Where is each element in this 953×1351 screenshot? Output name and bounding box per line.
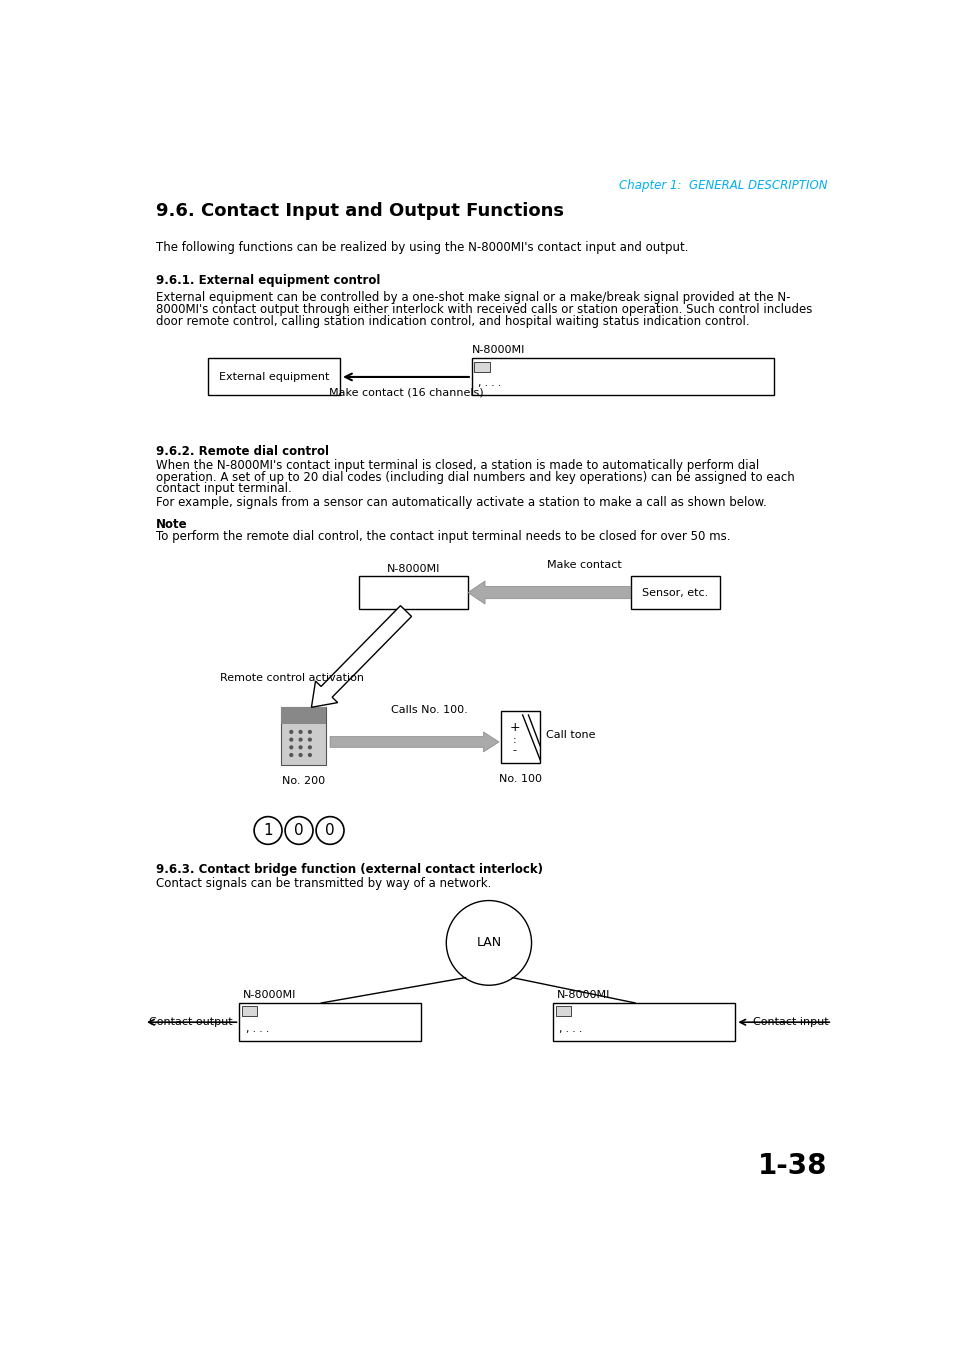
Circle shape (315, 816, 344, 844)
Text: No. 200: No. 200 (282, 775, 325, 786)
Text: Note: Note (155, 517, 187, 531)
Text: 9.6.3. Contact bridge function (external contact interlock): 9.6.3. Contact bridge function (external… (155, 863, 542, 875)
Circle shape (290, 731, 293, 734)
Text: 1-38: 1-38 (758, 1152, 827, 1179)
Text: Contact signals can be transmitted by way of a network.: Contact signals can be transmitted by wa… (155, 877, 491, 890)
Text: Make contact: Make contact (546, 561, 621, 570)
Text: N-8000MI: N-8000MI (557, 990, 610, 1000)
Circle shape (285, 816, 313, 844)
FancyBboxPatch shape (472, 358, 773, 396)
Text: Sensor, etc.: Sensor, etc. (641, 588, 708, 597)
Circle shape (308, 731, 311, 734)
Circle shape (446, 901, 531, 985)
Text: 8000MI's contact output through either interlock with received calls or station : 8000MI's contact output through either i… (155, 303, 811, 316)
Text: contact input terminal.: contact input terminal. (155, 482, 291, 496)
Text: N-8000MI: N-8000MI (472, 346, 525, 355)
Text: 0: 0 (294, 823, 304, 838)
Text: Calls No. 100.: Calls No. 100. (391, 705, 467, 715)
Polygon shape (468, 581, 630, 604)
Text: Call tone: Call tone (546, 730, 596, 740)
Circle shape (290, 754, 293, 757)
FancyBboxPatch shape (553, 1002, 735, 1042)
Polygon shape (330, 732, 498, 753)
Text: Remote control activation: Remote control activation (220, 673, 364, 682)
FancyBboxPatch shape (281, 708, 326, 724)
FancyBboxPatch shape (555, 1006, 571, 1016)
FancyBboxPatch shape (474, 362, 489, 372)
Text: External equipment can be controlled by a one-shot make signal or a make/break s: External equipment can be controlled by … (155, 292, 789, 304)
Circle shape (308, 746, 311, 748)
FancyBboxPatch shape (281, 708, 326, 765)
Circle shape (299, 746, 302, 748)
Text: operation. A set of up to 20 dial codes (including dial numbers and key operatio: operation. A set of up to 20 dial codes … (155, 471, 794, 484)
FancyBboxPatch shape (239, 1002, 421, 1042)
Circle shape (308, 738, 311, 740)
Text: N-8000MI: N-8000MI (243, 990, 296, 1000)
Text: , . . .: , . . . (245, 1024, 269, 1034)
Text: When the N-8000MI's contact input terminal is closed, a station is made to autom: When the N-8000MI's contact input termin… (155, 459, 759, 473)
Text: The following functions can be realized by using the N-8000MI's contact input an: The following functions can be realized … (155, 240, 687, 254)
Text: door remote control, calling station indication control, and hospital waiting st: door remote control, calling station ind… (155, 315, 748, 327)
Circle shape (290, 738, 293, 740)
Text: 9.6. Contact Input and Output Functions: 9.6. Contact Input and Output Functions (155, 203, 563, 220)
FancyBboxPatch shape (208, 358, 340, 396)
FancyBboxPatch shape (241, 1006, 257, 1016)
Text: -: - (513, 746, 517, 755)
Text: 1: 1 (263, 823, 273, 838)
Text: 9.6.1. External equipment control: 9.6.1. External equipment control (155, 274, 379, 286)
Circle shape (290, 746, 293, 748)
Text: To perform the remote dial control, the contact input terminal needs to be close: To perform the remote dial control, the … (155, 530, 729, 543)
Circle shape (299, 731, 302, 734)
Text: 0: 0 (325, 823, 335, 838)
Text: , . . .: , . . . (558, 1024, 582, 1034)
FancyBboxPatch shape (359, 577, 468, 609)
FancyBboxPatch shape (500, 711, 539, 763)
Text: :: : (513, 735, 517, 744)
Circle shape (253, 816, 282, 844)
Circle shape (299, 738, 302, 740)
Text: Make contact (16 channels): Make contact (16 channels) (329, 388, 483, 397)
Text: Contact input: Contact input (752, 1017, 827, 1027)
Text: Contact output: Contact output (149, 1017, 233, 1027)
Text: No. 100: No. 100 (498, 774, 541, 785)
Text: Chapter 1:  GENERAL DESCRIPTION: Chapter 1: GENERAL DESCRIPTION (618, 180, 827, 192)
Text: 9.6.2. Remote dial control: 9.6.2. Remote dial control (155, 446, 329, 458)
Text: LAN: LAN (476, 936, 501, 950)
Text: N-8000MI: N-8000MI (387, 565, 440, 574)
Text: +: + (509, 721, 519, 735)
FancyBboxPatch shape (630, 577, 720, 609)
Text: For example, signals from a sensor can automatically activate a station to make : For example, signals from a sensor can a… (155, 496, 765, 508)
Text: , . . .: , . . . (477, 378, 500, 388)
Polygon shape (311, 605, 411, 708)
Circle shape (299, 754, 302, 757)
Text: External equipment: External equipment (219, 372, 329, 382)
Circle shape (308, 754, 311, 757)
